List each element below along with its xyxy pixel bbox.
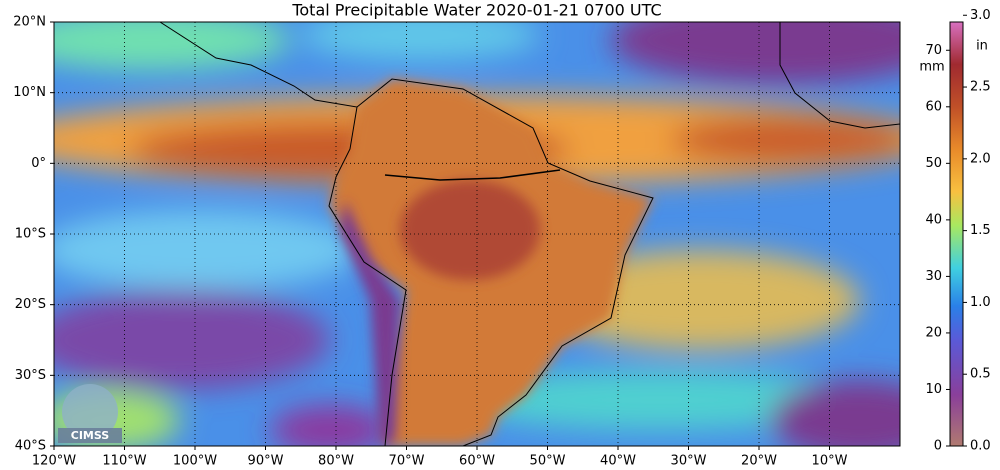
lon-label: 110°W <box>102 454 146 469</box>
colorbar-in-label: 1.0 <box>970 295 991 310</box>
lon-label: 40°W <box>600 454 636 469</box>
logo-banner <box>58 428 122 443</box>
colorbar-mm-label: 0 <box>934 439 942 454</box>
lat-label: 10°S <box>15 227 46 242</box>
colorbar-mm-label: 50 <box>925 156 942 171</box>
colorbar-in-label: 2.5 <box>970 80 991 95</box>
lon-label: 120°W <box>32 454 76 469</box>
colorbar-in-label: 1.5 <box>970 223 991 238</box>
colorbar-in-unit: in <box>976 39 988 54</box>
river <box>384 169 561 181</box>
colorbar-mm-unit: mm <box>919 60 944 75</box>
colorbar-mm-label: 40 <box>925 212 942 227</box>
lon-label: 100°W <box>173 454 217 469</box>
tpw-map <box>54 22 900 446</box>
cimss-logo: CIMSS <box>58 384 122 443</box>
amazon-moisture <box>400 180 540 280</box>
lon-label: 60°W <box>459 454 495 469</box>
lat-label: 40°S <box>15 439 46 454</box>
lon-label: 10°W <box>812 454 848 469</box>
colorbar-mm-label: 70 <box>925 43 942 58</box>
lat-label: 20°S <box>15 297 46 312</box>
graticule <box>54 22 900 446</box>
lon-label: 20°W <box>741 454 777 469</box>
colorbar-in-label: 2.0 <box>970 151 991 166</box>
colorbar-mm-label: 30 <box>925 269 942 284</box>
lat-label: 10°N <box>13 85 46 100</box>
colorbar-in-label: 0.5 <box>970 367 991 382</box>
logo-text: CIMSS <box>71 429 110 442</box>
lon-label: 80°W <box>318 454 354 469</box>
colorbar-mm-label: 20 <box>925 325 942 340</box>
lat-label: 30°S <box>15 368 46 383</box>
lon-label: 90°W <box>248 454 284 469</box>
coastline <box>159 22 900 446</box>
lon-label: 30°W <box>671 454 707 469</box>
colorbar <box>949 21 964 447</box>
lat-label: 20°N <box>13 15 46 30</box>
colorbar-mm-label: 10 <box>925 382 942 397</box>
lat-label: 0° <box>31 156 46 171</box>
colorbar-in-label: 0.0 <box>970 439 991 454</box>
axis-labels: 120°W 110°W 100°W 90°W 80°W 70°W 60°W 50°W 40°W 3… <box>13 8 990 469</box>
lon-label: 70°W <box>389 454 425 469</box>
colorbar-mm-label: 60 <box>925 99 942 114</box>
logo-globe <box>62 384 118 440</box>
colorbar-in-label: 3.0 <box>970 8 991 23</box>
map-title: Total Precipitable Water 2020-01-21 0700… <box>291 1 661 20</box>
lon-label: 50°W <box>530 454 566 469</box>
andes-dry <box>340 200 400 446</box>
